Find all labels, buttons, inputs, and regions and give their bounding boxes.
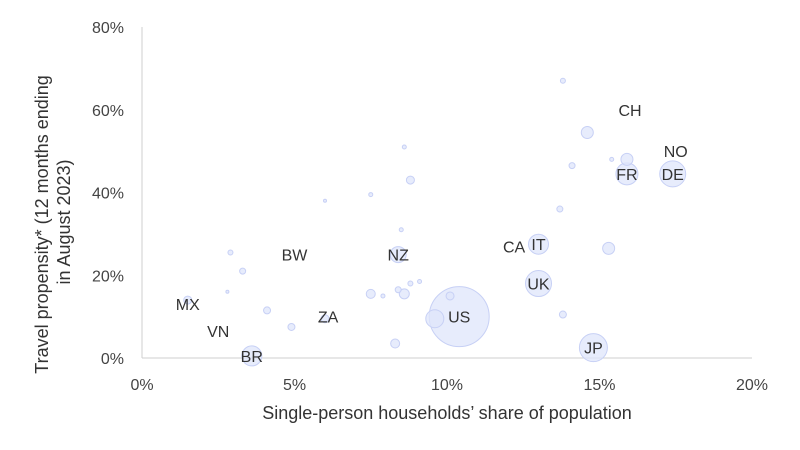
bubble-point [602, 241, 616, 255]
country-label-nz: NZ [388, 248, 410, 265]
y-tick-labels: 0% 20% 40% 60% 80% [92, 20, 124, 368]
bubble-point [559, 77, 566, 84]
bubbles [183, 77, 687, 367]
bubble-point [227, 249, 234, 256]
bubble-point [620, 152, 634, 166]
country-label-ca: CA [503, 239, 526, 256]
x-tick-label: 20% [736, 377, 768, 394]
bubble-point [263, 306, 272, 315]
bubble-point [407, 280, 414, 287]
country-label-uk: UK [527, 277, 550, 294]
bubble-point [445, 291, 455, 301]
bubble-point [609, 156, 615, 162]
bubble-point [398, 227, 404, 233]
country-label-fr: FR [616, 167, 637, 184]
bubble-point [380, 293, 386, 299]
y-tick-label: 0% [101, 351, 124, 368]
country-label-no: NO [664, 144, 688, 161]
bubble-point [183, 295, 193, 305]
x-tick-label: 15% [583, 377, 615, 394]
bubble-point [425, 309, 445, 329]
bubble-point [405, 175, 415, 185]
bubble-point [401, 144, 407, 150]
x-tick-labels: 0% 5% 10% 15% 20% [130, 377, 768, 394]
country-label-br: BR [241, 349, 263, 366]
y-tick-label: 60% [92, 103, 124, 120]
x-axis-title: Single-person households’ share of popul… [262, 403, 632, 423]
bubble-point [287, 322, 296, 331]
bubble-point [398, 288, 410, 300]
country-label-za: ZA [318, 310, 339, 327]
bubble-point [368, 192, 374, 198]
bubble-point [225, 289, 230, 294]
y-tick-label: 40% [92, 186, 124, 203]
country-label-de: DE [662, 167, 684, 184]
bubble-point [323, 198, 327, 203]
y-axis-title-line-2: in August 2023) [54, 159, 74, 284]
bubble-point [394, 286, 402, 294]
country-label-bw: BW [282, 248, 309, 265]
country-label-jp: JP [584, 341, 603, 358]
y-axis-title-line-1: Travel propensity* (12 months ending [32, 75, 52, 374]
country-label-us: US [448, 310, 470, 327]
bubble-point [320, 314, 330, 324]
bubble-point [580, 126, 594, 140]
y-tick-label: 20% [92, 268, 124, 285]
x-tick-label: 5% [283, 377, 306, 394]
bubble-point [568, 162, 576, 170]
bubble-point [556, 205, 564, 213]
bubble-uk [525, 270, 552, 298]
bubble-point [365, 288, 376, 299]
x-tick-label: 10% [431, 377, 463, 394]
country-label-mx: MX [176, 297, 200, 314]
country-label-it: IT [531, 237, 545, 254]
bubble-point [239, 267, 247, 275]
country-label-ch: CH [618, 103, 641, 120]
bubble-nz [389, 246, 407, 264]
country-labels: CH NO FR DE BW NZ CA IT UK MX VN BR ZA US JP [176, 103, 688, 366]
x-tick-label: 0% [130, 377, 153, 394]
bubble-jp [578, 333, 608, 363]
country-label-vn: VN [207, 324, 229, 341]
y-axis-title: Travel propensity* (12 months ending in … [32, 70, 74, 374]
bubble-point [390, 338, 401, 349]
bubble-de [659, 160, 687, 188]
bubble-br [241, 345, 263, 367]
y-tick-label: 80% [92, 20, 124, 37]
bubble-point [558, 310, 567, 319]
bubble-it [528, 233, 549, 255]
bubble-point [417, 278, 423, 284]
